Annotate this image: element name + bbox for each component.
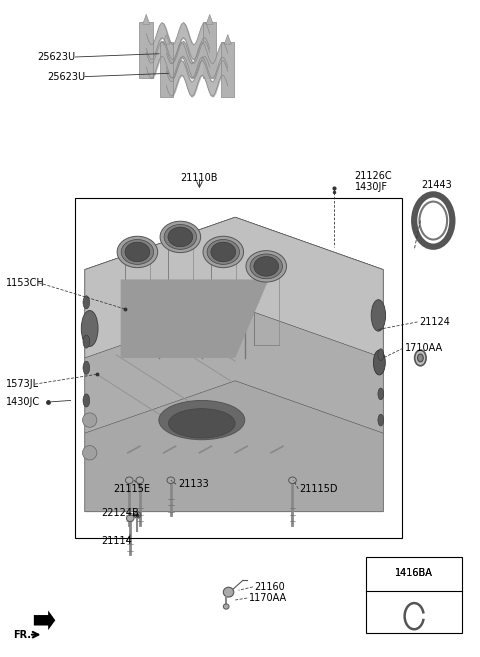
- Ellipse shape: [164, 225, 197, 250]
- Text: 21126C: 21126C: [355, 171, 392, 181]
- Text: 21160: 21160: [254, 582, 285, 592]
- Ellipse shape: [371, 300, 385, 331]
- Ellipse shape: [378, 414, 384, 426]
- Polygon shape: [224, 35, 231, 44]
- Text: 25623U: 25623U: [47, 72, 85, 81]
- Ellipse shape: [126, 515, 134, 522]
- Ellipse shape: [83, 445, 97, 460]
- Text: 1573JL: 1573JL: [6, 379, 39, 389]
- Ellipse shape: [250, 254, 282, 279]
- Ellipse shape: [378, 388, 384, 400]
- Ellipse shape: [223, 587, 234, 597]
- Ellipse shape: [83, 361, 90, 374]
- Bar: [75, 198, 402, 538]
- Polygon shape: [85, 217, 235, 512]
- Ellipse shape: [134, 512, 141, 518]
- Text: 21110B: 21110B: [180, 173, 218, 183]
- Text: 25623U: 25623U: [37, 52, 75, 62]
- Text: 1416BA: 1416BA: [395, 568, 433, 578]
- Text: FR.: FR.: [13, 629, 31, 640]
- Ellipse shape: [125, 477, 133, 484]
- Ellipse shape: [378, 349, 384, 361]
- Text: 1710AA: 1710AA: [405, 343, 443, 353]
- Text: 21443: 21443: [421, 179, 452, 190]
- Ellipse shape: [167, 477, 175, 484]
- Polygon shape: [85, 381, 383, 512]
- Bar: [366, 558, 462, 633]
- Ellipse shape: [373, 350, 385, 375]
- Text: 21133: 21133: [178, 479, 209, 489]
- Polygon shape: [85, 306, 383, 433]
- Ellipse shape: [211, 242, 236, 261]
- Polygon shape: [85, 217, 383, 322]
- Ellipse shape: [81, 311, 98, 346]
- Ellipse shape: [121, 240, 154, 264]
- Text: 21114: 21114: [102, 536, 132, 546]
- Ellipse shape: [125, 242, 150, 261]
- Polygon shape: [34, 610, 55, 630]
- Polygon shape: [163, 35, 170, 44]
- Text: 1430JC: 1430JC: [6, 397, 40, 407]
- Text: 22124B: 22124B: [102, 508, 139, 518]
- Text: 21115D: 21115D: [300, 484, 338, 494]
- Polygon shape: [206, 14, 213, 24]
- Ellipse shape: [83, 413, 97, 427]
- Text: 1153CH: 1153CH: [6, 278, 45, 288]
- Ellipse shape: [83, 296, 90, 309]
- Text: 1430JF: 1430JF: [355, 181, 387, 192]
- Text: 1170AA: 1170AA: [249, 593, 287, 603]
- Ellipse shape: [168, 227, 193, 247]
- Polygon shape: [85, 217, 383, 358]
- Ellipse shape: [136, 477, 144, 484]
- Ellipse shape: [117, 237, 157, 267]
- Ellipse shape: [203, 237, 243, 267]
- Ellipse shape: [83, 335, 90, 348]
- Ellipse shape: [207, 240, 240, 264]
- Ellipse shape: [415, 350, 426, 366]
- Text: 21124: 21124: [419, 317, 450, 327]
- Ellipse shape: [223, 604, 229, 609]
- Ellipse shape: [83, 394, 90, 407]
- Ellipse shape: [168, 409, 235, 438]
- Ellipse shape: [159, 401, 245, 440]
- Ellipse shape: [254, 256, 279, 276]
- Ellipse shape: [418, 354, 423, 362]
- Ellipse shape: [288, 477, 296, 484]
- Ellipse shape: [160, 221, 201, 252]
- Polygon shape: [235, 217, 383, 512]
- Ellipse shape: [246, 251, 287, 282]
- Polygon shape: [221, 42, 234, 97]
- Text: 21115E: 21115E: [114, 484, 151, 494]
- Polygon shape: [160, 42, 173, 97]
- Polygon shape: [143, 14, 150, 24]
- Polygon shape: [120, 279, 269, 358]
- Text: 1416BA: 1416BA: [395, 568, 433, 578]
- Polygon shape: [139, 22, 153, 78]
- Polygon shape: [203, 22, 216, 78]
